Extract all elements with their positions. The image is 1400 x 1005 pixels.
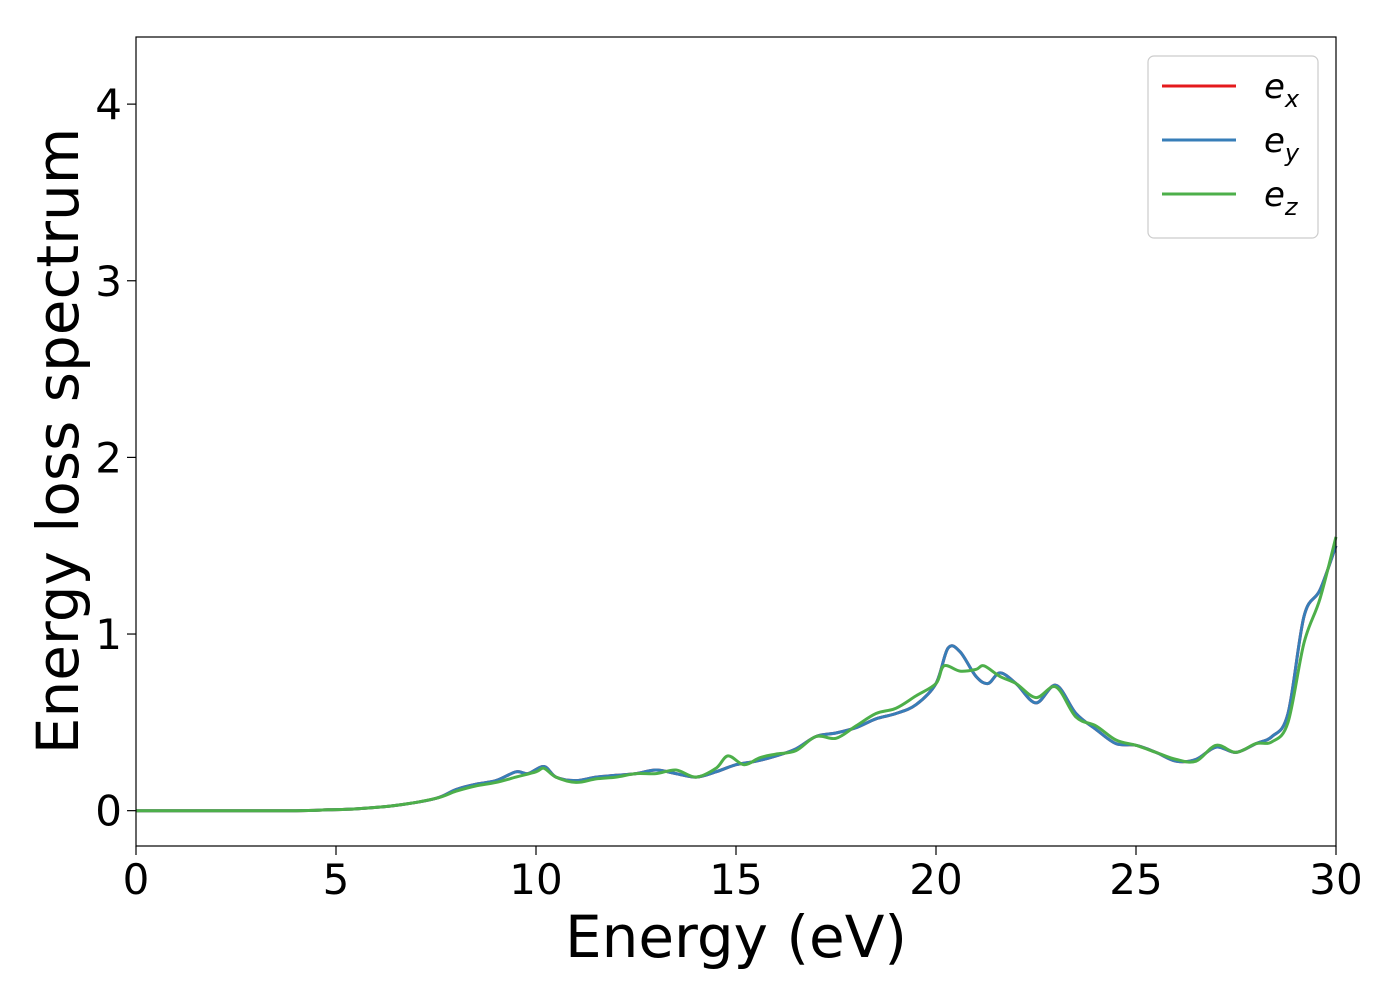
series-line-e_y	[136, 545, 1338, 813]
x-tick-label: 25	[1109, 855, 1162, 904]
x-tick-label: 15	[709, 855, 762, 904]
y-axis-title: Energy loss spectrum	[24, 128, 92, 754]
x-tick-label: 30	[1309, 855, 1362, 904]
x-tick-label: 5	[323, 855, 350, 904]
y-axis-ticks: 0 1 2 3 4	[95, 80, 136, 836]
x-axis-title: Energy (eV)	[565, 903, 907, 971]
x-tick-label: 10	[509, 855, 562, 904]
series-layer	[136, 536, 1338, 813]
legend-label-e_z: ez	[1264, 175, 1299, 221]
x-tick-label: 0	[123, 855, 150, 904]
legend-label-e_y: ey	[1264, 121, 1300, 167]
y-tick-label: 3	[95, 257, 122, 306]
x-tick-label: 20	[909, 855, 962, 904]
plot-area	[136, 37, 1336, 846]
y-tick-label: 2	[95, 433, 122, 482]
series-line-e_z	[136, 536, 1338, 813]
legend: ex ey ez	[1147, 55, 1319, 239]
y-tick-label: 0	[95, 787, 122, 836]
legend-label-e_x: ex	[1264, 67, 1300, 113]
x-axis-ticks: 0 5 10 15 20 25 30	[123, 846, 1363, 904]
y-tick-label: 4	[95, 80, 122, 129]
y-tick-label: 1	[95, 610, 122, 659]
